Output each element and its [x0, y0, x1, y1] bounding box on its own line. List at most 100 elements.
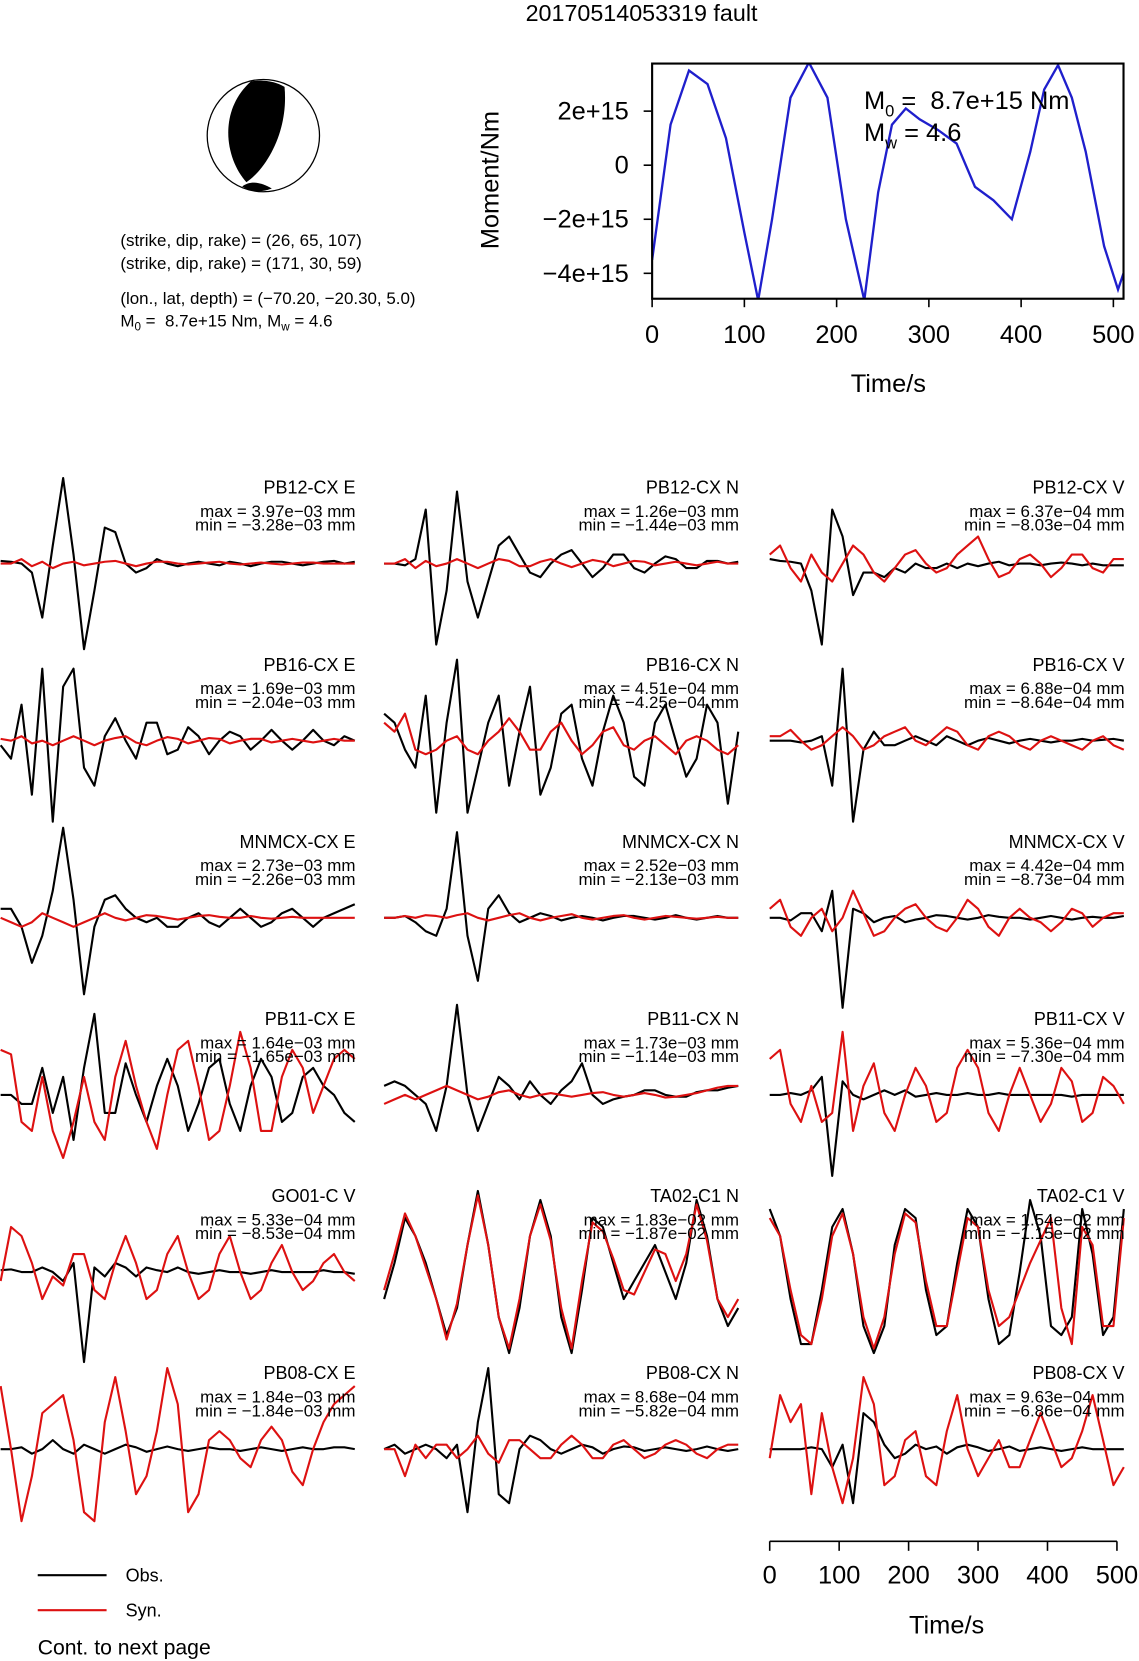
station-name: PB08-CX V — [1033, 1363, 1125, 1383]
max-label: max = 1.73e−03 mm — [584, 1033, 739, 1052]
max-label: max = 1.54e−02 mm — [969, 1210, 1124, 1229]
min-label: min = −1.87e−02 mm — [578, 1224, 739, 1243]
min-label: min = −1.14e−03 mm — [578, 1047, 739, 1066]
annotation: M0 = 8.7e+15 Nm — [864, 87, 1069, 121]
mechanism-line: (strike, dip, rake) = (171, 30, 59) — [120, 254, 361, 273]
min-label: min = −5.82e−04 mm — [578, 1401, 739, 1420]
min-label: min = −8.64e−04 mm — [964, 693, 1125, 712]
station-name: MNMCX-CX V — [1009, 832, 1125, 852]
observed-trace — [0, 1261, 355, 1364]
subscript: 0 — [885, 102, 894, 121]
max-label: max = 6.88e−04 mm — [969, 679, 1124, 698]
synthetic-trace — [768, 1376, 1125, 1505]
min-label: min = −2.04e−03 mm — [195, 693, 356, 712]
min-label: min = −8.53e−04 mm — [195, 1224, 356, 1243]
min-label: min = −6.86e−04 mm — [964, 1401, 1125, 1420]
synthetic-trace — [384, 558, 739, 570]
max-label: max = 5.33e−04 mm — [200, 1210, 355, 1229]
min-label: min = −7.30e−04 mm — [964, 1047, 1125, 1066]
max-label: max = 3.97e−03 mm — [200, 502, 355, 521]
station-name: PB08-CX N — [646, 1363, 739, 1383]
max-label: max = 8.68e−04 mm — [584, 1388, 739, 1407]
station-name: PB16-CX E — [263, 655, 355, 675]
text: = 8.7e+15 Nm — [894, 87, 1069, 115]
y-tick-label: 2e+15 — [557, 98, 628, 126]
x-tick-label: 0 — [645, 321, 659, 349]
station-name: MNMCX-CX E — [240, 832, 356, 852]
synthetic-trace — [0, 1030, 356, 1159]
text: = 4.6 — [897, 119, 961, 147]
symbol: M — [864, 87, 885, 115]
station-name: PB12-CX V — [1033, 478, 1125, 498]
max-label: max = 1.64e−03 mm — [200, 1033, 355, 1052]
plot-frame — [651, 62, 1125, 300]
x-tick-label: 500 — [1096, 1562, 1138, 1590]
observed-trace — [0, 826, 356, 996]
observed-trace — [0, 667, 356, 823]
y-tick-label: −4e+15 — [543, 260, 629, 288]
observed-trace — [384, 831, 739, 982]
synthetic-trace — [383, 1084, 739, 1105]
min-label: min = −1.84e−03 mm — [195, 1401, 356, 1420]
x-tick-label: 200 — [887, 1562, 929, 1590]
text: = 8.7e+15 Nm, — [141, 311, 267, 330]
min-label: min = −8.03e−04 mm — [964, 516, 1125, 535]
observed-trace — [383, 658, 740, 814]
station-name: PB11-CX N — [647, 1009, 739, 1029]
observed-trace — [769, 889, 1125, 1009]
station-name: PB12-CX E — [263, 478, 355, 498]
moment-line — [652, 63, 1124, 299]
x-tick-label: 200 — [815, 321, 857, 349]
x-tick-label: 300 — [908, 321, 950, 349]
max-label: max = 1.26e−03 mm — [584, 502, 739, 521]
x-axis-label: Time/s — [909, 1611, 984, 1639]
subscript: 0 — [134, 321, 141, 334]
legend-label: Syn. — [126, 1601, 162, 1621]
station-name: PB16-CX V — [1033, 655, 1125, 675]
beachball — [206, 78, 321, 193]
min-label: min = −4.25e−04 mm — [578, 693, 739, 712]
station-name: MNMCX-CX N — [622, 832, 739, 852]
station-name: PB08-CX E — [263, 1363, 355, 1383]
max-label: max = 9.63e−04 mm — [969, 1388, 1124, 1407]
x-tick-label: 400 — [1000, 321, 1042, 349]
synthetic-trace — [0, 1367, 356, 1523]
min-label: min = −1.15e−02 mm — [964, 1224, 1125, 1243]
text: = 4.6 — [290, 311, 333, 330]
mechanism-text: (strike, dip, rake) = (26, 65, 107) (stri… — [120, 231, 415, 334]
synthetic-trace — [384, 1434, 739, 1478]
x-tick-label: 100 — [818, 1562, 860, 1590]
synthetic-trace — [0, 558, 355, 570]
max-label: max = 2.73e−03 mm — [200, 856, 355, 875]
max-label: max = 4.51e−04 mm — [584, 679, 739, 698]
min-label: min = −1.44e−03 mm — [578, 516, 739, 535]
y-tick-label: −2e+15 — [543, 206, 629, 234]
y-axis-label: Moment/Nm — [477, 111, 505, 249]
station-name: TA02-C1 V — [1037, 1186, 1125, 1206]
synthetic-trace — [0, 1225, 356, 1301]
min-label: min = −1.65e−03 mm — [195, 1047, 356, 1066]
x-axis-label: Time/s — [851, 370, 926, 398]
station-name: PB16-CX N — [646, 655, 739, 675]
synthetic-trace — [769, 1030, 1125, 1132]
y-tick-label: 0 — [615, 152, 629, 180]
symbol: M — [120, 311, 134, 330]
mechanism-line: (lon., lat, depth) = (−70.20, −20.30, 5.… — [120, 289, 415, 308]
annotation: Mw = 4.6 — [864, 119, 961, 153]
observed-trace — [0, 1012, 356, 1141]
synthetic-trace — [0, 912, 355, 928]
x-tick-label: 0 — [763, 1562, 777, 1590]
max-label: max = 4.42e−04 mm — [969, 856, 1124, 875]
synthetic-trace — [383, 1194, 740, 1350]
